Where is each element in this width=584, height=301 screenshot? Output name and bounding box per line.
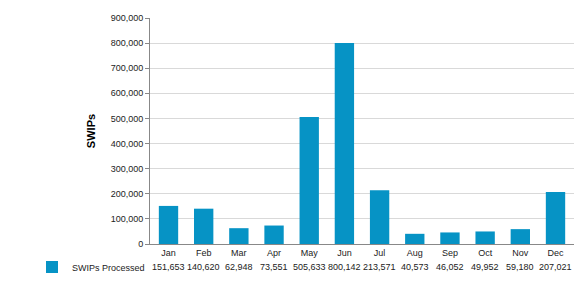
svg-text:73,551: 73,551 (260, 262, 288, 272)
svg-text:Aug: Aug (407, 248, 423, 258)
svg-text:100,000: 100,000 (111, 214, 144, 224)
svg-text:Dec: Dec (547, 248, 564, 258)
svg-text:207,021: 207,021 (539, 262, 572, 272)
svg-text:Feb: Feb (196, 248, 212, 258)
svg-text:46,052: 46,052 (436, 262, 464, 272)
svg-text:Jul: Jul (374, 248, 386, 258)
svg-text:0: 0 (138, 239, 143, 249)
svg-text:700,000: 700,000 (111, 63, 144, 73)
svg-text:213,571: 213,571 (363, 262, 396, 272)
svg-text:SWIPs: SWIPs (85, 114, 97, 148)
svg-text:SWIPs Processed: SWIPs Processed (72, 263, 145, 273)
svg-text:500,000: 500,000 (111, 114, 144, 124)
svg-text:900,000: 900,000 (111, 13, 144, 23)
svg-text:59,180: 59,180 (506, 262, 534, 272)
svg-text:Nov: Nov (512, 248, 529, 258)
svg-text:505,633: 505,633 (293, 262, 326, 272)
svg-text:400,000: 400,000 (111, 139, 144, 149)
svg-text:Jun: Jun (337, 248, 352, 258)
svg-text:49,952: 49,952 (471, 262, 499, 272)
svg-text:800,142: 800,142 (328, 262, 361, 272)
svg-text:600,000: 600,000 (111, 88, 144, 98)
svg-text:Jan: Jan (161, 248, 176, 258)
svg-text:Mar: Mar (231, 248, 247, 258)
svg-text:151,653: 151,653 (152, 262, 185, 272)
svg-text:140,620: 140,620 (187, 262, 220, 272)
svg-text:62,948: 62,948 (225, 262, 253, 272)
svg-text:Apr: Apr (267, 248, 281, 258)
svg-text:Sep: Sep (442, 248, 458, 258)
svg-text:800,000: 800,000 (111, 38, 144, 48)
svg-text:May: May (301, 248, 319, 258)
svg-text:Oct: Oct (478, 248, 493, 258)
svg-text:300,000: 300,000 (111, 164, 144, 174)
svg-text:40,573: 40,573 (401, 262, 429, 272)
svg-text:200,000: 200,000 (111, 189, 144, 199)
